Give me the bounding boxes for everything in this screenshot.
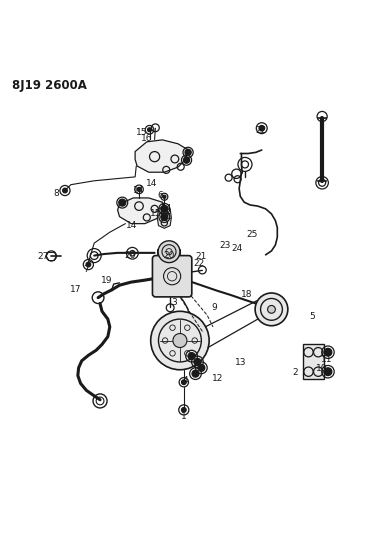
Circle shape [267,305,275,313]
Text: 8J19 2600A: 8J19 2600A [13,79,87,92]
Circle shape [181,380,186,384]
Text: 12: 12 [212,374,224,383]
Circle shape [63,188,67,193]
Circle shape [192,370,199,377]
Circle shape [194,359,201,366]
Bar [303,344,324,379]
Text: 21: 21 [195,252,206,261]
Text: 16: 16 [141,134,152,143]
Text: 14: 14 [133,185,145,195]
Circle shape [161,214,168,221]
Text: 18: 18 [241,290,253,299]
Text: 27: 27 [37,252,48,261]
Text: 14: 14 [146,180,158,188]
Polygon shape [118,198,164,224]
Text: 23: 23 [219,241,230,251]
Text: 19: 19 [101,276,113,285]
Text: 14: 14 [161,213,172,222]
Text: 22: 22 [255,126,267,135]
Circle shape [86,262,91,267]
Circle shape [137,188,141,191]
Text: 2: 2 [292,368,298,377]
Circle shape [324,349,332,356]
Circle shape [198,364,205,372]
Polygon shape [135,140,188,172]
FancyBboxPatch shape [152,256,192,297]
Circle shape [151,311,209,370]
Circle shape [183,157,190,163]
Circle shape [158,241,180,263]
Circle shape [147,128,151,132]
Text: 6: 6 [158,191,163,200]
Text: 14: 14 [126,221,137,230]
Text: 26: 26 [125,251,136,260]
Circle shape [173,334,187,348]
Circle shape [255,293,288,326]
Text: 15: 15 [136,128,147,138]
Text: 15: 15 [150,209,161,219]
Circle shape [324,368,332,376]
Circle shape [259,125,264,131]
Text: 25: 25 [246,230,258,239]
Text: 3: 3 [171,298,177,307]
Text: 13: 13 [235,358,247,367]
Text: 14: 14 [161,204,172,213]
Text: 17: 17 [70,285,82,294]
Text: 20: 20 [163,251,175,260]
Circle shape [185,149,191,156]
Text: 10: 10 [316,365,328,374]
Text: 11: 11 [321,355,333,364]
Circle shape [188,353,195,360]
Circle shape [119,199,126,206]
Text: 24: 24 [231,244,242,253]
Text: 22: 22 [194,259,205,268]
Circle shape [163,195,166,198]
Text: 1: 1 [181,412,187,421]
Text: 5: 5 [310,312,315,321]
Text: 7: 7 [84,265,89,274]
Text: 9: 9 [211,303,217,312]
Circle shape [161,205,168,212]
Text: 8: 8 [54,189,59,198]
Text: 4: 4 [182,376,188,385]
Circle shape [181,408,186,412]
Polygon shape [157,206,171,228]
